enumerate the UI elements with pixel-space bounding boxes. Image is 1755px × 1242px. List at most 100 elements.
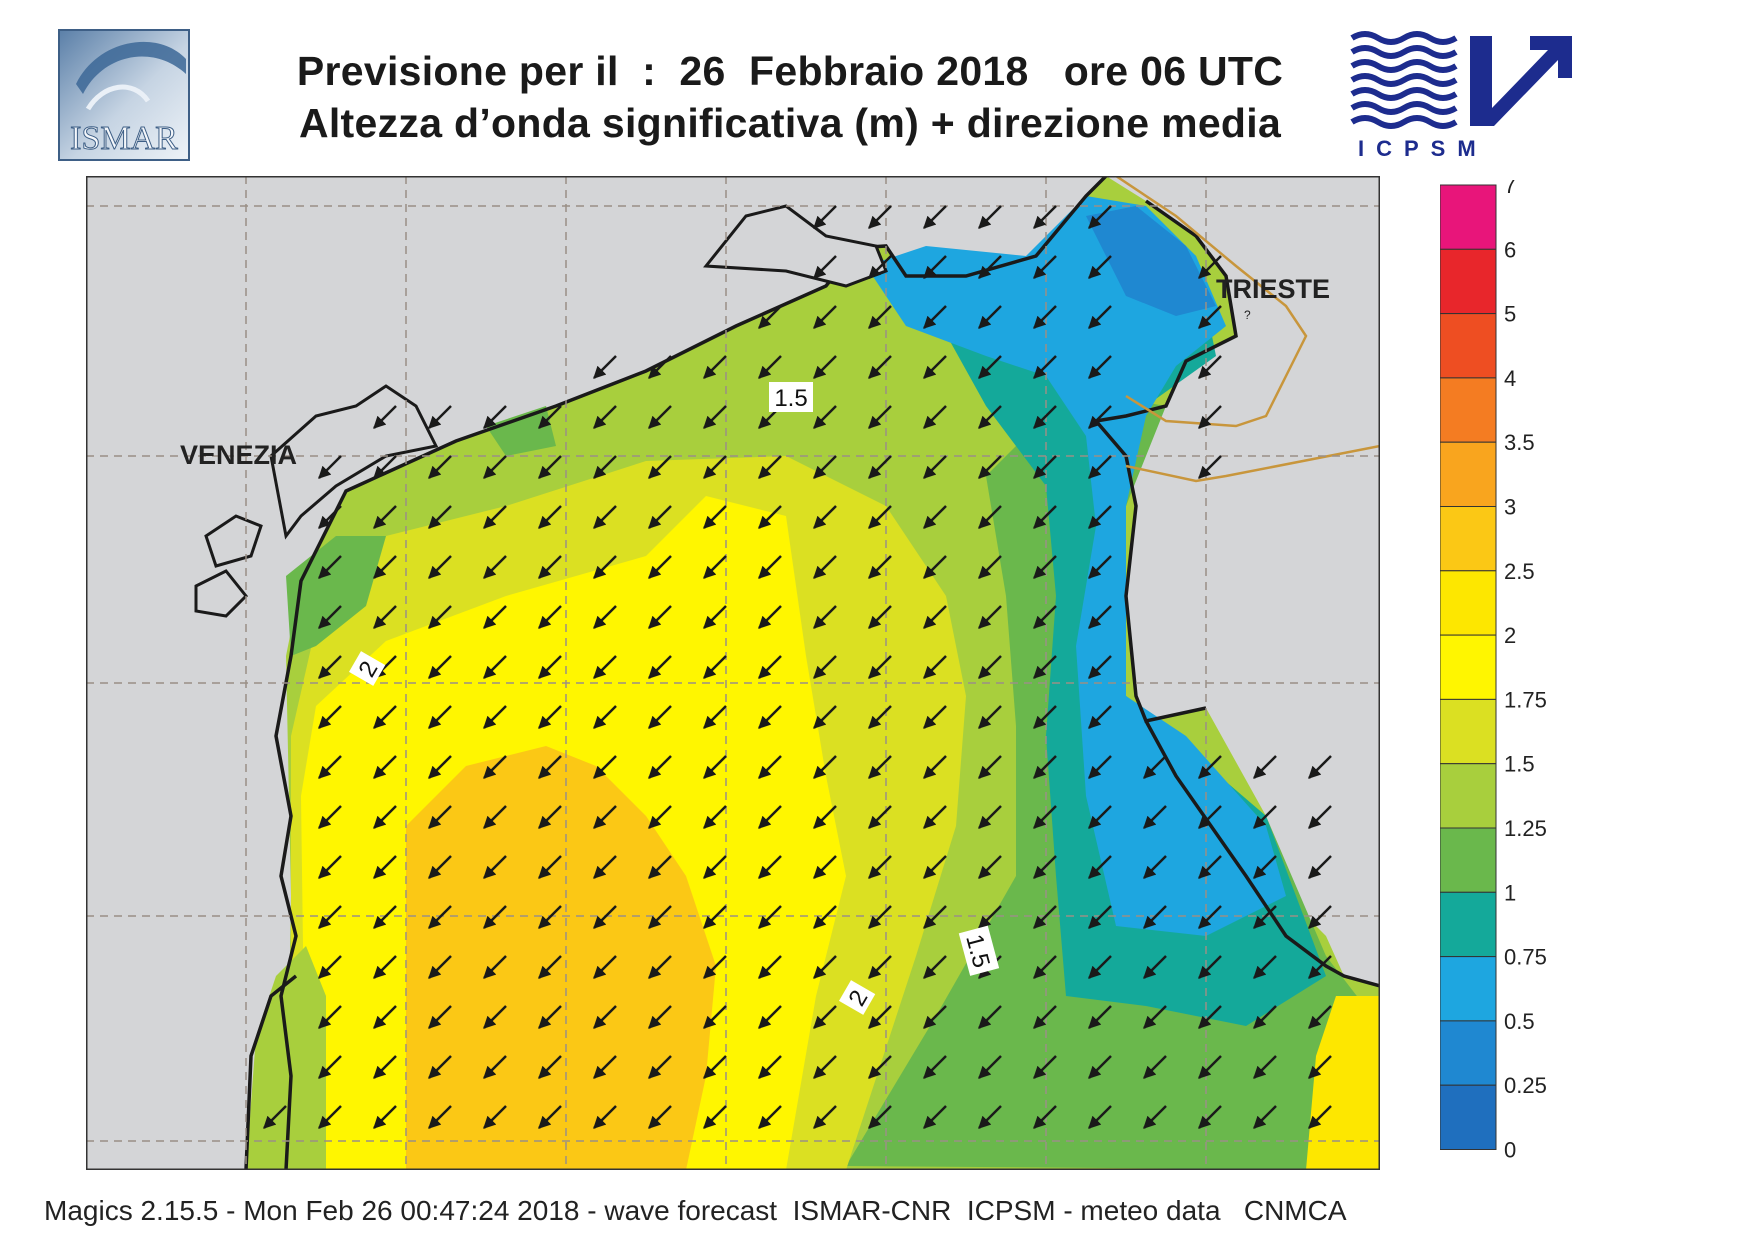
wave-direction-arrow: [978, 455, 1002, 479]
legend-swatch: [1439, 634, 1497, 700]
wave-direction-arrow: [373, 855, 397, 879]
wave-direction-arrow: [703, 405, 727, 429]
wave-direction-arrow: [758, 805, 782, 829]
wave-direction-arrow: [318, 605, 342, 629]
wave-direction-arrow: [428, 455, 452, 479]
wave-direction-arrow: [428, 405, 452, 429]
wave-direction-arrow: [318, 655, 342, 679]
legend-level-label: 1: [1504, 880, 1516, 905]
wave-direction-arrow: [813, 655, 837, 679]
wave-direction-arrow: [1253, 755, 1277, 779]
legend-swatch: [1439, 506, 1497, 572]
wave-direction-arrow: [703, 555, 727, 579]
wave-direction-arrow: [373, 455, 397, 479]
wave-direction-arrow: [1088, 505, 1112, 529]
wave-direction-arrow: [1033, 305, 1057, 329]
wave-direction-arrow: [758, 455, 782, 479]
wave-direction-arrow: [703, 455, 727, 479]
wave-direction-arrow: [1033, 755, 1057, 779]
wave-direction-arrow: [1143, 905, 1167, 929]
graticule: [86, 176, 1380, 1170]
wave-direction-arrow: [758, 355, 782, 379]
wave-direction-arrow: [1088, 1005, 1112, 1029]
wave-direction-arrow: [1198, 855, 1222, 879]
wave-direction-arrow: [813, 1105, 837, 1129]
wave-direction-arrow: [593, 755, 617, 779]
wave-direction-arrow: [593, 655, 617, 679]
wave-direction-arrow: [1088, 605, 1112, 629]
wave-direction-arrow: [1308, 805, 1332, 829]
wave-direction-arrow: [1088, 655, 1112, 679]
wave-direction-arrow: [373, 805, 397, 829]
wave-direction-arrow: [1143, 755, 1167, 779]
wave-direction-arrow: [758, 605, 782, 629]
wave-direction-arrow: [428, 955, 452, 979]
wave-direction-arrow: [318, 805, 342, 829]
wave-direction-arrow: [1143, 955, 1167, 979]
wave-direction-arrow: [1198, 1005, 1222, 1029]
wave-direction-arrow: [1308, 905, 1332, 929]
wave-direction-arrow: [978, 855, 1002, 879]
wave-direction-arrow: [1033, 605, 1057, 629]
icpsm-waves-arrow-icon: ICPSM: [1350, 31, 1572, 161]
legend-level-label: 0.25: [1504, 1073, 1547, 1098]
wave-direction-arrow: [923, 555, 947, 579]
wave-direction-arrow: [1198, 405, 1222, 429]
wave-direction-arrow: [648, 1055, 672, 1079]
wave-direction-arrow: [648, 805, 672, 829]
wave-direction-arrow: [593, 555, 617, 579]
legend-level-label: 1.5: [1504, 752, 1535, 777]
wave-direction-arrow: [373, 1005, 397, 1029]
wave-direction-arrow: [813, 255, 837, 279]
wave-direction-arrow: [1198, 355, 1222, 379]
footer-credits: Magics 2.15.5 - Mon Feb 26 00:47:24 2018…: [44, 1195, 1347, 1226]
wave-direction-arrow: [373, 905, 397, 929]
wave-direction-arrow: [1198, 955, 1222, 979]
legend-swatch: [1439, 827, 1497, 893]
wave-direction-arrow: [428, 805, 452, 829]
band-2-50: [406, 746, 716, 1170]
wave-direction-arrow: [318, 455, 342, 479]
wave-direction-arrow: [703, 605, 727, 629]
wave-direction-arrow: [868, 955, 892, 979]
wave-direction-arrow: [703, 505, 727, 529]
wave-direction-arrow: [373, 405, 397, 429]
wave-direction-arrow: [1308, 1005, 1332, 1029]
wave-direction-arrow: [758, 755, 782, 779]
legend-swatch: [1439, 763, 1497, 829]
wave-direction-arrow: [538, 755, 562, 779]
legend-swatch: [1439, 570, 1497, 636]
wave-direction-arrow: [758, 1055, 782, 1079]
legend-level-label: 6: [1504, 237, 1516, 262]
wave-direction-arrow: [1143, 1005, 1167, 1029]
wave-direction-arrow: [538, 1055, 562, 1079]
wave-direction-arrow: [1088, 455, 1112, 479]
wave-direction-arrow: [483, 505, 507, 529]
wave-direction-arrow: [318, 555, 342, 579]
wave-direction-arrow: [593, 855, 617, 879]
wave-direction-arrow: [758, 305, 782, 329]
wave-direction-arrow: [703, 705, 727, 729]
wave-direction-arrow: [483, 405, 507, 429]
wave-direction-arrow: [483, 855, 507, 879]
wave-direction-arrow: [648, 705, 672, 729]
wave-direction-arrow: [923, 905, 947, 929]
wave-direction-arrow: [593, 355, 617, 379]
wave-direction-arrow: [868, 805, 892, 829]
wave-direction-arrow: [1088, 355, 1112, 379]
legend-level-label: 3: [1504, 495, 1516, 520]
legend-swatch: [1439, 891, 1497, 958]
wave-direction-arrow: [923, 1055, 947, 1079]
wave-direction-arrow: [593, 805, 617, 829]
wave-direction-arrow: [483, 955, 507, 979]
wave-direction-arrow: [978, 755, 1002, 779]
wave-direction-arrow: [648, 955, 672, 979]
wave-direction-arrow: [593, 1105, 617, 1129]
ismar-logo: ISMAR: [58, 29, 190, 161]
wave-direction-arrow: [923, 455, 947, 479]
wave-direction-arrow: [1308, 755, 1332, 779]
wave-direction-arrow: [978, 405, 1002, 429]
wave-direction-arrow: [483, 755, 507, 779]
wave-direction-arrow: [1033, 1005, 1057, 1029]
wave-direction-arrow: [593, 905, 617, 929]
